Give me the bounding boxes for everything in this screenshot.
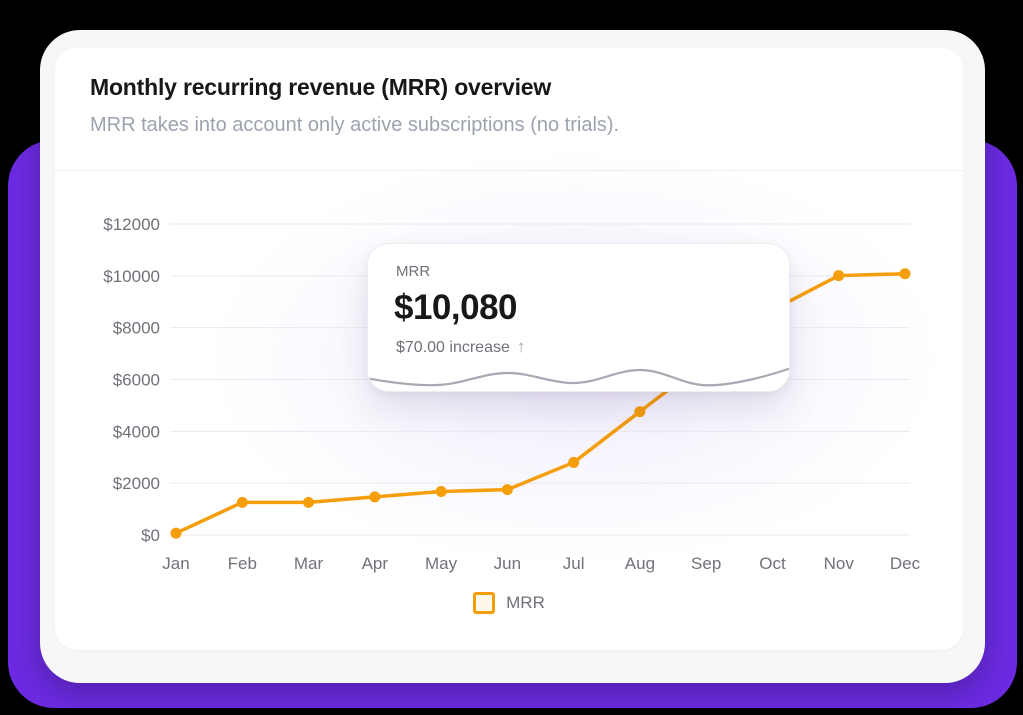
chart-legend[interactable]: MRR	[55, 590, 963, 616]
legend-label-mrr: MRR	[506, 593, 545, 612]
header-divider	[55, 170, 963, 171]
svg-text:$2000: $2000	[113, 474, 160, 493]
legend-swatch-mrr	[473, 592, 496, 614]
x-axis-labels: Jan Feb Mar Apr May Jun Jul Aug Sep Oct Nov Dec	[162, 554, 920, 573]
svg-text:Sep: Sep	[691, 554, 721, 573]
svg-text:Mar: Mar	[294, 554, 324, 573]
card-title: Monthly recurring revenue (MRR) overview	[90, 74, 552, 100]
svg-text:$0: $0	[141, 526, 160, 545]
chart-region: $0 $2000 $4000 $6000 $8000 $10000 $12000 Jan Feb…	[55, 48, 963, 650]
svg-text:Jun: Jun	[494, 554, 521, 573]
tooltip-sparkline-icon	[368, 367, 789, 387]
arrow-up-icon: ↑	[516, 337, 526, 356]
chart-tooltip: MRR $10,080 $70.00 increase ↑	[367, 243, 790, 392]
svg-text:$6000: $6000	[113, 371, 160, 390]
svg-text:$12000: $12000	[103, 215, 160, 234]
svg-text:$4000: $4000	[113, 422, 160, 441]
mrr-card: Monthly recurring revenue (MRR) overview…	[55, 48, 963, 650]
svg-text:Nov: Nov	[824, 554, 855, 573]
svg-text:Jan: Jan	[162, 554, 189, 573]
svg-text:$10000: $10000	[103, 267, 160, 286]
svg-text:Oct: Oct	[759, 554, 786, 573]
svg-text:Apr: Apr	[362, 554, 389, 573]
svg-text:Dec: Dec	[890, 554, 921, 573]
svg-text:Aug: Aug	[625, 554, 655, 573]
card-frame: Monthly recurring revenue (MRR) overview…	[40, 30, 985, 683]
card-header: Monthly recurring revenue (MRR) overview…	[90, 74, 928, 137]
svg-text:Jul: Jul	[563, 554, 585, 573]
tooltip-series-label: MRR	[396, 263, 431, 280]
svg-text:$8000: $8000	[113, 319, 160, 338]
tooltip-delta-text: $70.00 increase	[396, 339, 510, 356]
svg-text:Feb: Feb	[228, 554, 257, 573]
tooltip-delta: $70.00 increase ↑	[396, 337, 789, 357]
svg-text:May: May	[425, 554, 458, 573]
y-axis-labels: $0 $2000 $4000 $6000 $8000 $10000 $12000	[103, 215, 160, 545]
card-subtitle: MRR takes into account only active subsc…	[90, 114, 620, 136]
tooltip-value: $10,080	[394, 288, 518, 327]
